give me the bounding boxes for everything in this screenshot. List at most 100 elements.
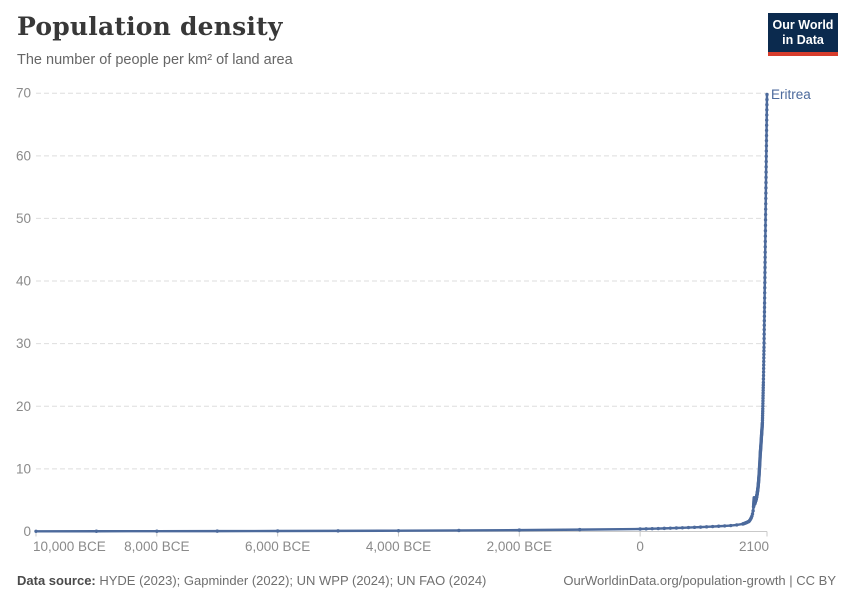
data-point: [686, 525, 691, 530]
data-point: [762, 359, 766, 364]
data-point: [764, 165, 768, 169]
data-point: [668, 526, 673, 530]
y-tick-label-20: 20: [16, 399, 31, 414]
data-point: [761, 388, 765, 393]
data-point: [761, 380, 766, 385]
data-point: [762, 345, 766, 350]
data-point: [763, 255, 767, 260]
data-point: [761, 396, 765, 400]
data-point: [765, 97, 769, 102]
data-point: [763, 250, 767, 254]
x-tick-label--6000: 6,000 BCE: [245, 539, 310, 554]
data-point: [764, 175, 768, 180]
data-point: [762, 332, 766, 336]
data-point: [578, 527, 582, 532]
data-point: [765, 92, 769, 97]
data-point: [761, 386, 765, 390]
data-point: [763, 239, 768, 244]
owid-logo-line1: Our World: [772, 18, 834, 32]
data-point: [763, 260, 767, 265]
data-point: [761, 370, 766, 374]
data-point: [763, 270, 767, 275]
data-point: [762, 356, 766, 360]
data-point: [275, 529, 280, 533]
y-tick-label-50: 50: [16, 211, 31, 226]
data-point: [764, 180, 768, 185]
data-point: [336, 529, 340, 533]
x-tick-label--8000: 8,000 BCE: [124, 539, 189, 554]
data-point: [763, 286, 767, 290]
data-point: [764, 149, 769, 153]
x-tick-label--2000: 2,000 BCE: [487, 539, 552, 554]
data-point: [763, 280, 767, 285]
data-point: [704, 525, 709, 529]
data-point: [763, 245, 767, 249]
data-point: [762, 314, 767, 318]
data-point: [762, 319, 767, 323]
data-point: [762, 349, 766, 353]
data-point: [396, 528, 401, 533]
data-point: [692, 525, 697, 530]
data-point: [761, 404, 765, 408]
owid-logo[interactable]: Our World in Data: [768, 13, 838, 56]
series-label-eritrea[interactable]: Eritrea: [771, 87, 811, 102]
data-point: [761, 366, 766, 371]
data-source-note: Data source: HYDE (2023); Gapminder (202…: [17, 573, 486, 588]
data-point: [761, 383, 766, 387]
data-point: [638, 527, 642, 531]
data-point: [650, 526, 654, 531]
data-point: [763, 207, 768, 211]
data-point: [762, 310, 767, 314]
data-point: [155, 529, 159, 533]
data-point: [761, 401, 765, 406]
data-point: [764, 159, 768, 164]
data-point: [763, 218, 768, 222]
y-tick-label-60: 60: [16, 148, 31, 163]
data-point: [457, 528, 461, 533]
data-point: [763, 234, 768, 238]
data-point: [763, 291, 767, 295]
data-point: [764, 144, 769, 148]
data-point: [761, 373, 766, 378]
data-point: [680, 526, 685, 530]
data-point: [765, 118, 769, 122]
data-point: [723, 524, 727, 528]
data-point: [729, 523, 733, 528]
data-point: [764, 138, 769, 143]
owid-logo-line2: in Data: [782, 33, 824, 47]
data-point: [765, 103, 769, 107]
data-point: [215, 529, 219, 533]
data-point: [751, 509, 755, 513]
data-point: [764, 128, 769, 133]
y-tick-label-40: 40: [16, 274, 31, 289]
footer-url[interactable]: OurWorldinData.org/population-growth | C…: [563, 573, 836, 588]
eritrea-line-series: [34, 93, 769, 533]
data-point: [762, 305, 767, 310]
data-point: [764, 202, 768, 206]
data-point: [763, 265, 767, 270]
data-point: [735, 523, 739, 527]
data-point: [662, 526, 666, 531]
data-point: [762, 327, 766, 332]
data-point: [763, 275, 767, 280]
x-tick-label--10000: 10,000 BCE: [33, 539, 106, 554]
data-point: [762, 336, 766, 341]
data-point: [517, 528, 522, 532]
data-point: [674, 526, 679, 530]
data-point: [761, 407, 765, 411]
data-point: [761, 399, 765, 403]
data-point: [761, 393, 765, 398]
data-point: [764, 186, 768, 190]
data-point: [94, 529, 99, 533]
data-point: [764, 154, 768, 159]
x-tick-label-2100: 2100: [739, 539, 769, 554]
data-point: [764, 133, 769, 138]
data-point: [761, 363, 766, 367]
y-tick-label-0: 0: [23, 524, 31, 539]
data-point: [762, 301, 767, 305]
y-tick-label-30: 30: [16, 336, 31, 351]
data-point: [710, 524, 715, 529]
data-point: [764, 191, 768, 195]
